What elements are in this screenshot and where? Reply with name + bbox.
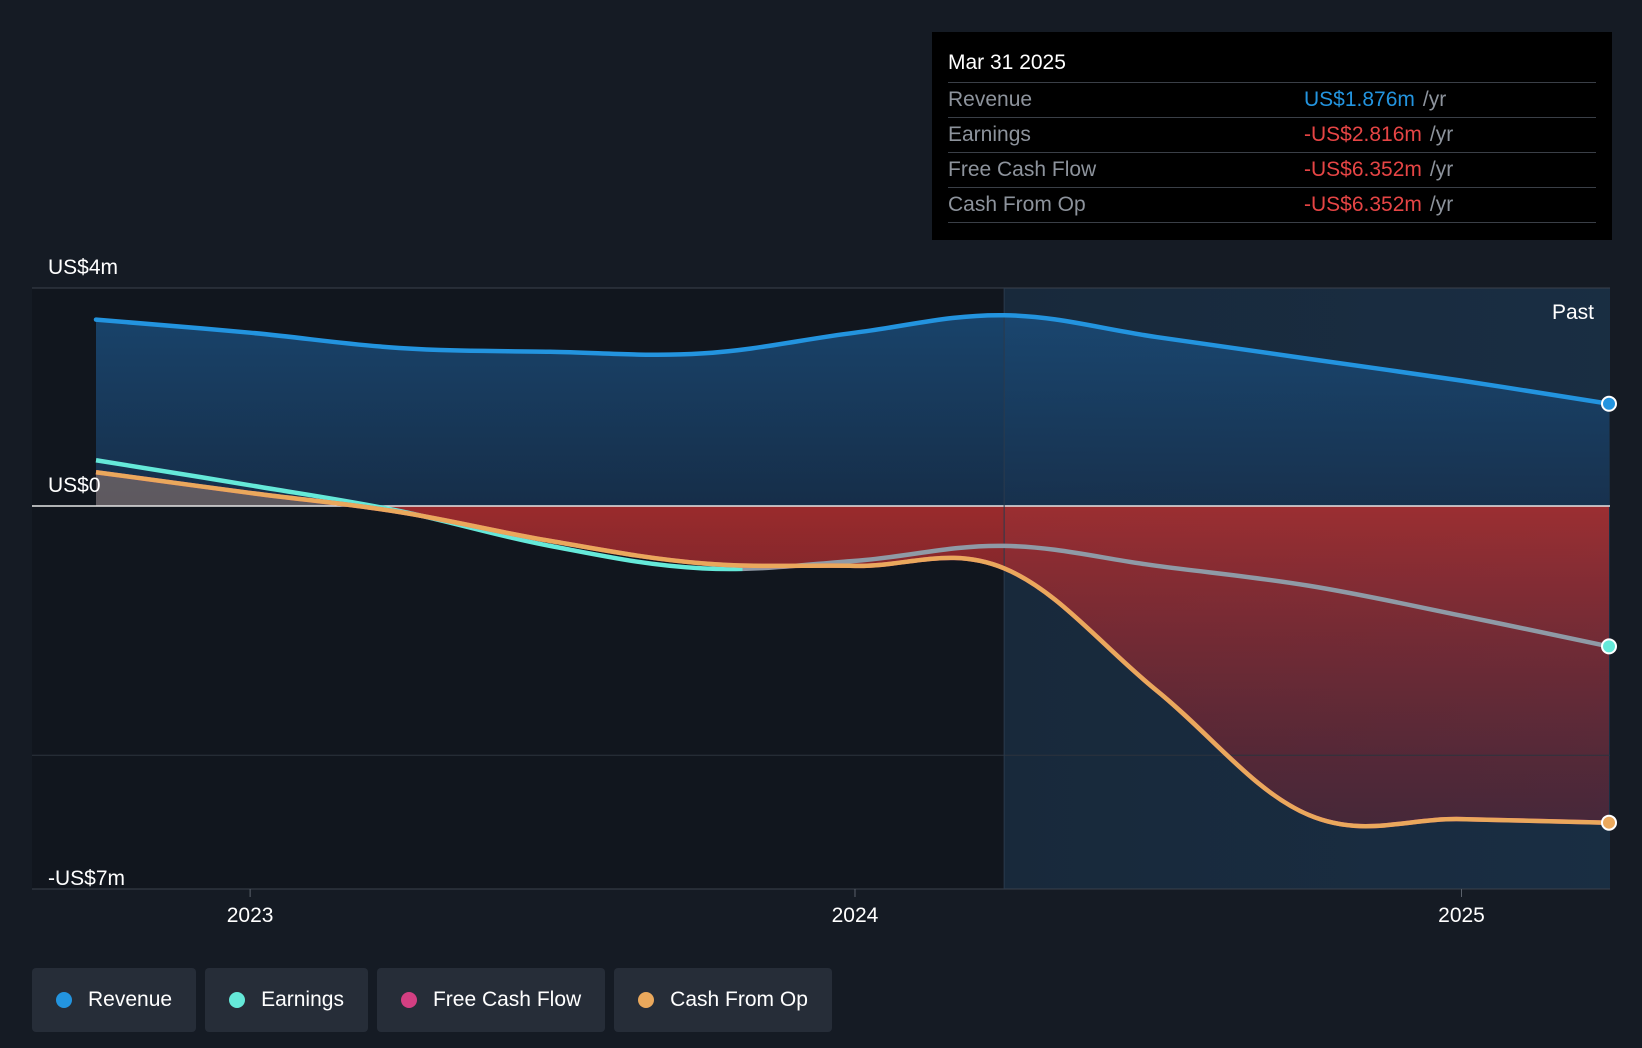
tooltip-unit: /yr [1429, 158, 1454, 181]
tooltip-row-earnings: Earnings -US$2.816m /yr [948, 118, 1596, 153]
cash-from-op-line [95, 469, 1610, 829]
tooltip-label: Earnings [948, 123, 1031, 146]
revenue-line [93, 312, 1612, 407]
tooltip-value: -US$6.352m [1304, 193, 1422, 216]
y-tick-label: -US$7m [48, 867, 125, 890]
tooltip-label: Revenue [948, 88, 1033, 111]
series-lines [93, 312, 1612, 829]
legend-dot-icon [229, 992, 246, 1008]
earnings-line-recent [742, 543, 1610, 649]
cash-from-op-end-dot [1601, 814, 1617, 831]
legend-item-cash-from-op[interactable]: Cash From Op [614, 968, 832, 1032]
past-label: Past [1552, 301, 1594, 324]
legend-item-earnings[interactable]: Earnings [205, 968, 368, 1032]
tooltip-unit: /yr [1422, 88, 1447, 111]
legend-label: Cash From Op [670, 988, 808, 1011]
cash-flow-negative-area [96, 506, 1609, 827]
legend-dot-icon [400, 992, 417, 1008]
tooltip-unit: /yr [1429, 193, 1454, 216]
revenue-end-dot [1601, 395, 1617, 412]
earnings-end-dot [1601, 638, 1617, 655]
tooltip-value: US$1.876m [1304, 88, 1415, 111]
tooltip-unit: /yr [1429, 123, 1454, 146]
tooltip-date: Mar 31 2025 [948, 46, 1596, 83]
y-tick-label: US$0 [48, 474, 101, 497]
chart-legend: Revenue Earnings Free Cash Flow Cash Fro… [32, 968, 832, 1032]
tooltip-label: Cash From Op [948, 193, 1086, 216]
area-fills [96, 315, 1609, 827]
legend-label: Earnings [261, 988, 344, 1011]
legend-label: Free Cash Flow [432, 988, 582, 1011]
gridlines [32, 287, 1610, 897]
tooltip-row-free-cash-flow: Free Cash Flow -US$6.352m /yr [948, 153, 1596, 188]
data-tooltip: Mar 31 2025 Revenue US$1.876m /yr Earnin… [932, 32, 1612, 240]
legend-dot-icon [56, 992, 72, 1008]
tooltip-value: -US$2.816m [1304, 123, 1422, 146]
axis-labels: 2023 2024 2025 US$4m US$0 -US$7m Past [48, 256, 1594, 927]
series-end-dots [1601, 395, 1617, 831]
cash-flow-positive-area [96, 472, 1609, 506]
tooltip-value: -US$6.352m [1304, 158, 1422, 181]
legend-label: Revenue [88, 988, 173, 1011]
x-tick-label: 2023 [227, 904, 274, 927]
y-tick-label: US$4m [48, 256, 118, 279]
revenue-area [96, 315, 1609, 506]
legend-item-revenue[interactable]: Revenue [32, 968, 197, 1032]
tooltip-label: Free Cash Flow [948, 158, 1097, 181]
tooltip-row-cash-from-op: Cash From Op -US$6.352m /yr [948, 188, 1596, 223]
earnings-line [95, 457, 743, 572]
legend-item-free-cash-flow[interactable]: Free Cash Flow [376, 968, 606, 1032]
x-tick-label: 2024 [832, 904, 879, 927]
tooltip-row-revenue: Revenue US$1.876m /yr [948, 83, 1596, 118]
x-tick-label: 2025 [1438, 904, 1485, 927]
legend-dot-icon [638, 992, 655, 1008]
